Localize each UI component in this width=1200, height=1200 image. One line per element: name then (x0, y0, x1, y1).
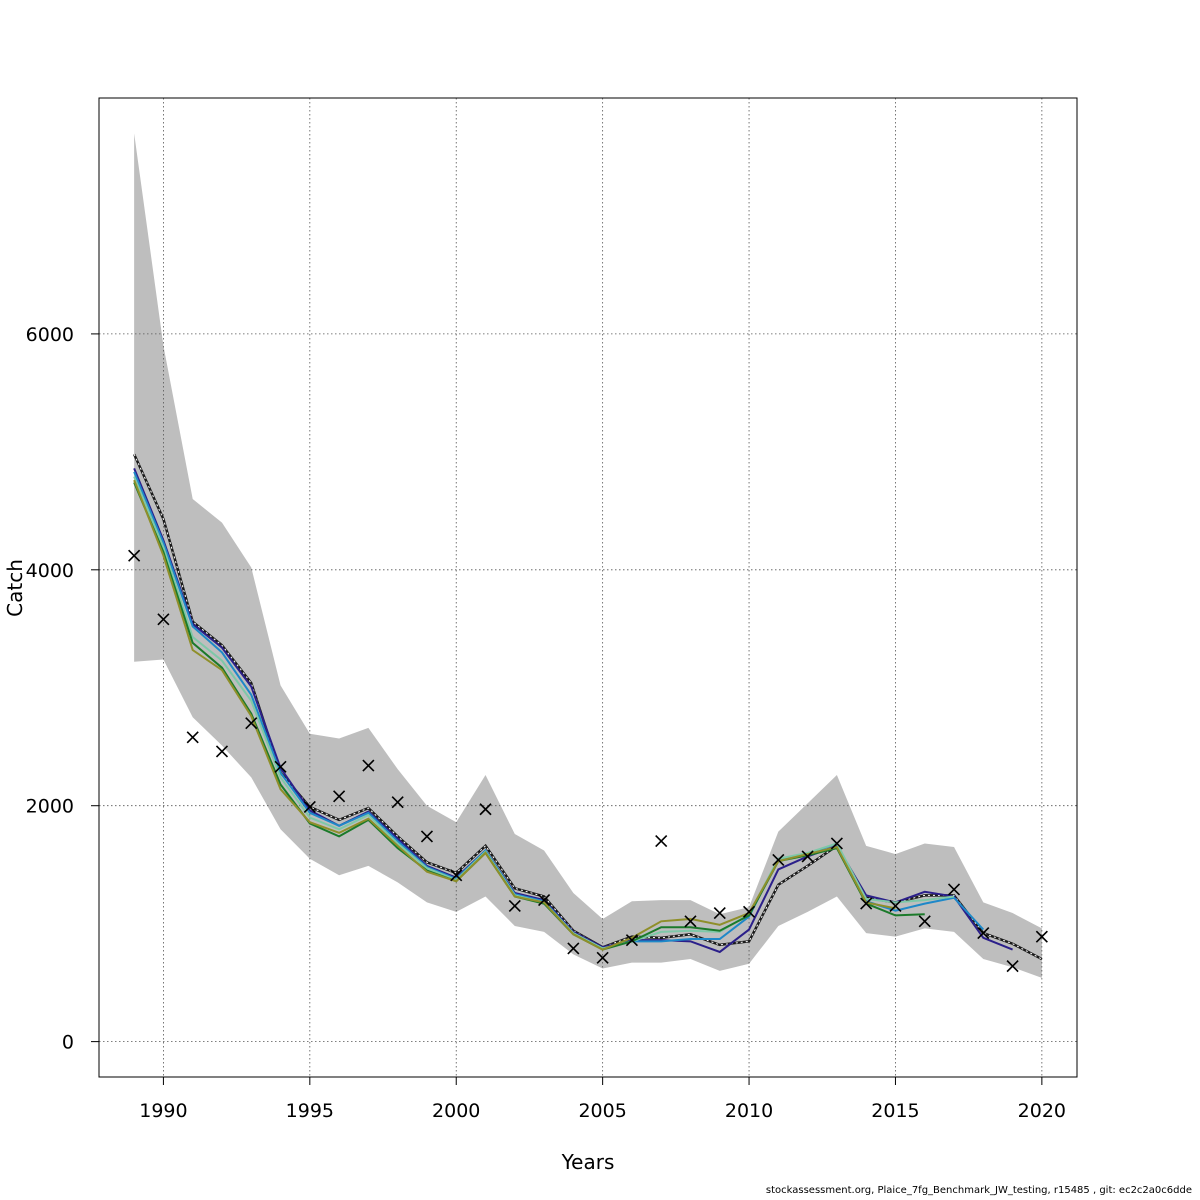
axis-layer: 1990 1995 2000 2005 2010 2015 2020 0 2000 4000 600… (26, 324, 1066, 1122)
observed-point (157, 613, 170, 626)
x-tick-label: 2020 (1018, 1100, 1066, 1122)
x-tick-label: 2000 (432, 1100, 480, 1122)
observed-point (801, 850, 814, 863)
observed-point (742, 905, 756, 918)
observed-point (479, 803, 492, 816)
observed-points-layer (128, 549, 1048, 973)
grid-layer (99, 98, 1077, 1077)
observed-point (215, 745, 229, 758)
observed-point (918, 915, 931, 928)
observed-point (977, 927, 990, 940)
series-line-5 (133, 479, 896, 951)
observed-point (538, 894, 551, 907)
observed-point (713, 906, 726, 920)
observed-point (333, 790, 346, 803)
observed-point (362, 759, 375, 772)
observed-point (1035, 930, 1048, 943)
observed-point (303, 800, 316, 813)
observed-point (1006, 960, 1019, 973)
observed-point (596, 951, 609, 964)
observed-point (830, 837, 843, 850)
observed-point (245, 717, 258, 730)
x-tick-label: 2015 (871, 1100, 919, 1122)
observed-point (450, 869, 463, 882)
x-tick-label: 1990 (139, 1100, 187, 1122)
confidence-band (134, 133, 1042, 978)
plot-frame (98, 97, 1078, 1078)
observed-point (889, 899, 902, 913)
observed-point (625, 934, 638, 947)
observed-point (508, 899, 521, 913)
footer-credit: stockassessment.org, Plaice_7fg_Benchmar… (765, 1185, 1192, 1196)
confidence-band-layer (134, 133, 1042, 978)
observed-point (420, 830, 434, 843)
observed-point (655, 835, 668, 848)
y-axis-title: Catch (3, 559, 27, 617)
observed-point (391, 796, 404, 809)
y-tick-label: 0 (62, 1032, 74, 1054)
x-axis-title: Years (561, 1150, 615, 1174)
observed-point (186, 731, 199, 744)
observed-point (772, 853, 785, 867)
x-tick-label: 1995 (286, 1100, 334, 1122)
observed-point (274, 760, 287, 773)
y-tick-label: 2000 (26, 796, 74, 818)
observed-point (684, 915, 697, 928)
y-tick-label: 6000 (26, 324, 74, 346)
x-tick-label: 2005 (578, 1100, 626, 1122)
observed-point (860, 897, 873, 910)
x-tick-label: 2010 (725, 1100, 773, 1122)
observed-point (947, 883, 961, 896)
observed-point (567, 942, 580, 955)
y-tick-label: 4000 (26, 560, 74, 582)
observed-point (128, 549, 141, 562)
